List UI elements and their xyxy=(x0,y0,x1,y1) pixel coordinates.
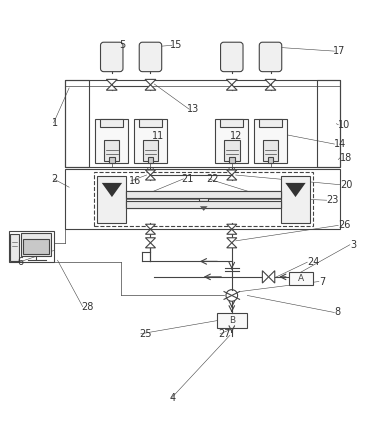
Bar xyxy=(126,191,281,198)
Polygon shape xyxy=(106,79,117,85)
Bar xyxy=(229,157,235,163)
Bar xyxy=(317,80,340,167)
Bar xyxy=(65,80,89,167)
Text: 11: 11 xyxy=(152,131,165,141)
Polygon shape xyxy=(145,238,156,243)
Text: 10: 10 xyxy=(338,120,351,130)
Bar xyxy=(94,172,313,226)
Bar xyxy=(289,272,313,285)
Bar xyxy=(98,176,126,223)
Bar xyxy=(147,157,153,163)
Polygon shape xyxy=(269,271,275,283)
Bar xyxy=(95,119,128,163)
Bar xyxy=(126,201,281,208)
Text: 20: 20 xyxy=(340,180,353,190)
FancyBboxPatch shape xyxy=(221,42,243,72)
Polygon shape xyxy=(145,85,156,90)
Bar xyxy=(23,238,49,254)
Text: 22: 22 xyxy=(207,174,219,184)
Text: 12: 12 xyxy=(230,131,242,141)
Text: 18: 18 xyxy=(340,152,353,163)
Bar xyxy=(10,234,19,261)
Polygon shape xyxy=(227,229,237,234)
Polygon shape xyxy=(145,229,156,234)
Polygon shape xyxy=(262,271,269,283)
Bar xyxy=(199,192,208,206)
Bar xyxy=(65,169,340,229)
Bar xyxy=(21,233,51,256)
Polygon shape xyxy=(226,79,237,85)
Text: 2: 2 xyxy=(52,174,58,184)
Bar xyxy=(104,140,119,162)
Bar xyxy=(139,119,162,128)
FancyBboxPatch shape xyxy=(101,42,123,72)
Polygon shape xyxy=(145,224,156,229)
Polygon shape xyxy=(227,175,237,180)
Polygon shape xyxy=(226,85,237,90)
Bar xyxy=(217,313,246,328)
Polygon shape xyxy=(200,206,207,211)
Text: A: A xyxy=(298,274,304,284)
Polygon shape xyxy=(102,183,122,197)
Bar xyxy=(143,140,158,162)
Polygon shape xyxy=(285,183,306,197)
Polygon shape xyxy=(227,224,237,229)
Bar xyxy=(259,119,282,128)
Bar xyxy=(126,191,281,208)
Text: 21: 21 xyxy=(181,174,194,184)
Polygon shape xyxy=(145,170,156,175)
Polygon shape xyxy=(106,85,117,90)
Text: 17: 17 xyxy=(332,46,345,56)
Polygon shape xyxy=(265,79,276,85)
Text: 8: 8 xyxy=(334,307,340,318)
Polygon shape xyxy=(265,85,276,90)
Text: 26: 26 xyxy=(338,220,351,230)
FancyBboxPatch shape xyxy=(259,42,282,72)
Bar xyxy=(215,119,248,163)
Text: 25: 25 xyxy=(139,329,151,339)
Text: 27: 27 xyxy=(218,329,231,339)
Polygon shape xyxy=(145,243,156,248)
Text: 24: 24 xyxy=(307,257,320,267)
Text: 4: 4 xyxy=(170,392,176,403)
Bar xyxy=(263,140,278,162)
Text: 1: 1 xyxy=(52,118,58,128)
Text: B: B xyxy=(229,316,235,325)
Bar xyxy=(109,157,115,163)
Text: 16: 16 xyxy=(129,176,142,186)
Text: 6: 6 xyxy=(17,257,23,267)
Bar xyxy=(100,119,123,128)
Bar xyxy=(65,80,340,167)
Bar xyxy=(268,157,273,163)
FancyBboxPatch shape xyxy=(139,42,162,72)
Text: 23: 23 xyxy=(327,195,339,205)
Text: 28: 28 xyxy=(81,302,93,312)
Bar xyxy=(134,119,167,163)
Polygon shape xyxy=(227,170,237,175)
Polygon shape xyxy=(227,243,237,248)
Text: 7: 7 xyxy=(319,276,325,287)
Polygon shape xyxy=(145,79,156,85)
Bar xyxy=(224,140,239,162)
Text: 14: 14 xyxy=(334,139,347,149)
Bar xyxy=(9,231,54,262)
Text: 15: 15 xyxy=(170,40,182,51)
Polygon shape xyxy=(227,238,237,243)
Bar xyxy=(220,119,243,128)
Text: 5: 5 xyxy=(119,40,126,51)
Bar xyxy=(254,119,287,163)
Polygon shape xyxy=(145,175,156,180)
Bar xyxy=(281,176,310,223)
Text: 13: 13 xyxy=(187,104,200,114)
Text: 3: 3 xyxy=(350,240,356,250)
